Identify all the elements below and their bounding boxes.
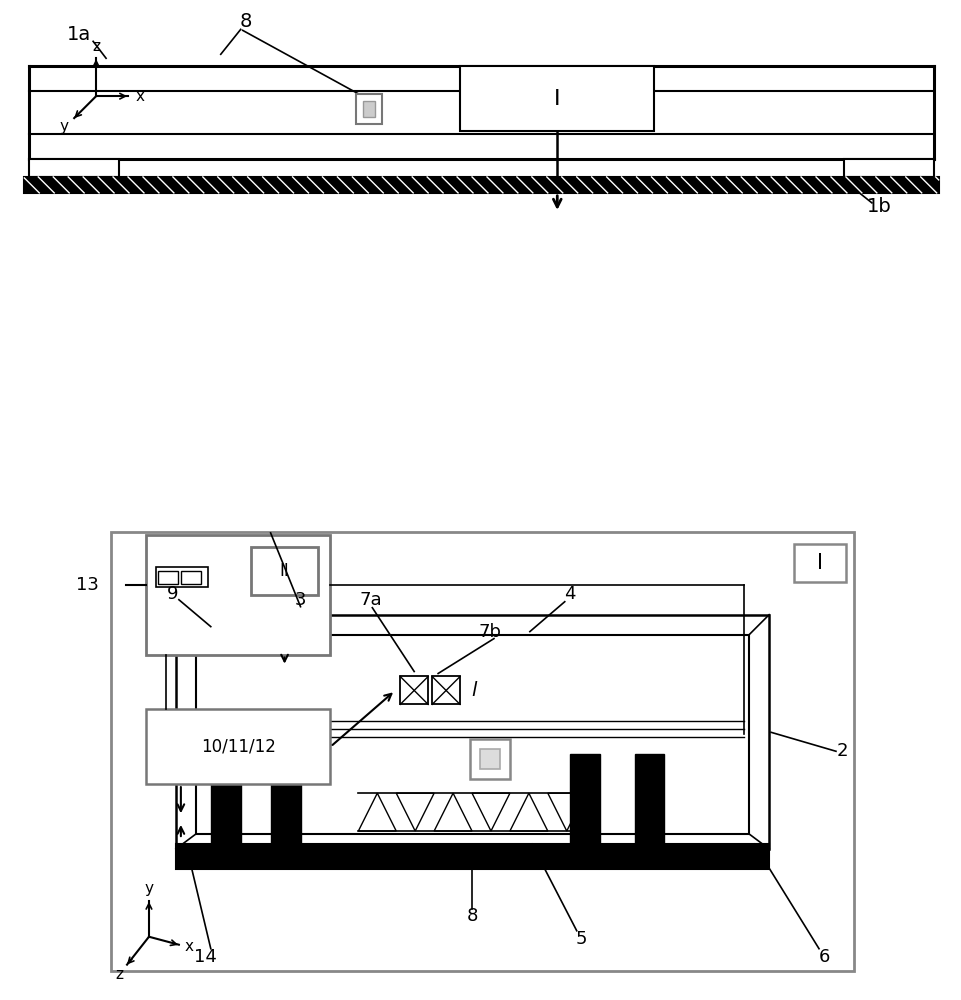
Text: x: x bbox=[136, 89, 144, 104]
Text: x: x bbox=[185, 939, 193, 954]
Text: 13: 13 bbox=[76, 576, 99, 594]
Bar bbox=[210, 754, 240, 854]
Text: I: I bbox=[816, 553, 823, 573]
Text: I: I bbox=[554, 89, 560, 109]
Bar bbox=[181, 571, 201, 584]
Bar bbox=[480, 749, 500, 769]
Bar bbox=[156, 567, 208, 587]
Text: 14: 14 bbox=[194, 948, 217, 966]
Text: 4: 4 bbox=[563, 585, 575, 603]
Text: 3: 3 bbox=[294, 591, 306, 609]
Bar bbox=[793, 544, 845, 582]
Bar bbox=[569, 754, 599, 854]
Text: 8: 8 bbox=[239, 12, 252, 31]
Text: y: y bbox=[144, 881, 154, 896]
Bar bbox=[356, 94, 382, 124]
Text: 6: 6 bbox=[818, 948, 828, 966]
Text: y: y bbox=[60, 119, 68, 134]
Bar bbox=[196, 635, 749, 834]
Bar bbox=[470, 739, 509, 779]
Bar bbox=[146, 709, 330, 784]
Bar bbox=[176, 615, 769, 849]
Bar bbox=[111, 532, 853, 971]
Bar bbox=[843, 159, 933, 177]
Text: z: z bbox=[92, 39, 100, 54]
Text: 5: 5 bbox=[576, 930, 587, 948]
Text: 7a: 7a bbox=[358, 591, 382, 609]
Bar bbox=[270, 754, 300, 854]
Text: 10/11/12: 10/11/12 bbox=[201, 738, 276, 756]
Bar bbox=[431, 676, 459, 704]
Bar bbox=[24, 177, 938, 193]
Text: z: z bbox=[115, 967, 123, 982]
Bar bbox=[176, 844, 769, 869]
Bar bbox=[251, 547, 318, 595]
Text: 2: 2 bbox=[835, 742, 847, 760]
Text: l: l bbox=[471, 681, 477, 700]
Text: II: II bbox=[280, 562, 289, 580]
Bar bbox=[459, 66, 653, 131]
Text: 1b: 1b bbox=[866, 197, 890, 216]
Bar bbox=[634, 754, 664, 854]
Bar bbox=[363, 101, 375, 117]
Text: 1a: 1a bbox=[67, 25, 91, 44]
Bar bbox=[146, 535, 330, 655]
Text: 7b: 7b bbox=[478, 623, 501, 641]
Text: 8: 8 bbox=[466, 907, 478, 925]
Bar bbox=[29, 159, 119, 177]
Bar bbox=[400, 676, 428, 704]
Text: 9: 9 bbox=[167, 585, 179, 603]
Bar bbox=[158, 571, 178, 584]
